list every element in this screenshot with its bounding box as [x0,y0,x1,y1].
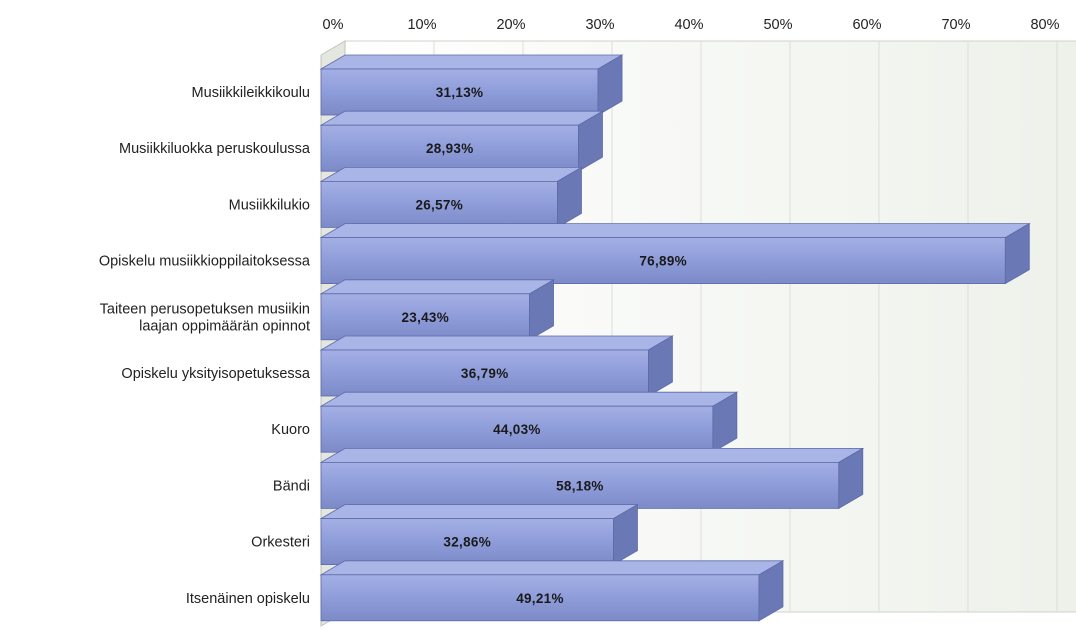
bar [320,180,558,228]
x-tick-label: 10% [407,17,436,33]
bar-group: 44,03% [319,391,739,453]
x-tick-label: 60% [852,17,881,33]
bar-group: 26,57% [319,166,583,229]
data-label: 36,79% [461,366,509,381]
bar-top-face [319,335,674,351]
bar-side-face [838,447,864,510]
bar-side-face [597,54,623,116]
y-tick-label: Orkesteri [251,535,310,551]
bar-top-face [319,54,624,70]
bars: 31,13% 28,93% 26,57% 76,89% 23,43% 36,79% 44,0… [319,54,1031,622]
bar-group: 58,18% [319,447,865,510]
bar-side-face [712,391,738,453]
bar-group: 49,21% [319,560,785,622]
bar-side-face [648,335,673,397]
data-label: 44,03% [493,422,541,437]
y-tick-label: Itsenäinen opiskelu [186,591,310,607]
bar-top-face [319,391,739,407]
bar-group: 76,89% [319,222,1031,285]
y-tick-label: Musiikkilukio [229,197,310,213]
data-label: 58,18% [556,478,604,493]
x-tick-label: 40% [674,17,703,33]
bar-top-face [319,223,1031,239]
bar-side-face [758,560,784,622]
bar-group: 36,79% [319,335,674,397]
bar-group: 31,13% [319,54,624,116]
bar-side-face [613,503,638,566]
data-label: 28,93% [426,141,474,156]
y-tick-label: Musiikkileikkikoulu [192,85,310,101]
data-label: 26,57% [415,197,463,212]
bar [320,124,579,172]
y-tick-label: laajan oppimäärän opinnot [139,318,310,334]
bar [320,293,530,341]
bar-top-face [319,504,639,519]
y-tick-label: Musiikkiluokka peruskoulussa [119,141,311,157]
x-tick-label: 70% [941,17,970,33]
bar-top-face [319,447,865,463]
bar-group: 23,43% [319,279,556,341]
y-tick-label: Opiskelu musiikkioppilaitoksessa [99,254,311,270]
bar-top-face [319,166,583,182]
bar [320,237,1006,285]
data-label: 23,43% [401,310,449,325]
data-label: 49,21% [516,591,564,606]
bar [320,349,649,397]
bar-top-face [319,560,785,576]
y-tick-label: Kuoro [271,422,310,438]
bar [320,405,714,453]
data-label: 32,86% [443,535,491,550]
bar-side-face [578,110,603,172]
bar-top-face [319,279,556,295]
x-tick-label: 20% [496,17,525,33]
y-axis-labels: Musiikkileikkikoulu Musiikkiluokka perusk… [99,85,311,607]
bar-top-face [319,110,604,126]
bar-side-face [529,279,554,341]
x-tick-label: 0% [323,17,344,33]
bar [320,461,840,509]
bar-group: 32,86% [319,503,639,566]
bar-side-face [557,166,582,229]
x-tick-label: 80% [1030,17,1059,33]
x-tick-label: 50% [763,17,792,33]
bar [320,574,760,622]
bar [320,68,599,116]
data-label: 31,13% [436,85,484,100]
y-tick-label: Opiskelu yksityisopetuksessa [121,366,311,382]
data-label: 76,89% [639,254,687,269]
bar-group: 28,93% [319,110,604,172]
y-tick-label: Taiteen perusopetuksen musiikin [100,301,310,317]
x-tick-label: 30% [585,17,614,33]
y-tick-label: Bändi [273,478,310,494]
x-axis: 0% 10% 20% 30% 40% 50% 60% 70% 80% [323,17,1060,33]
bar-side-face [1004,222,1030,285]
bar [320,518,614,565]
